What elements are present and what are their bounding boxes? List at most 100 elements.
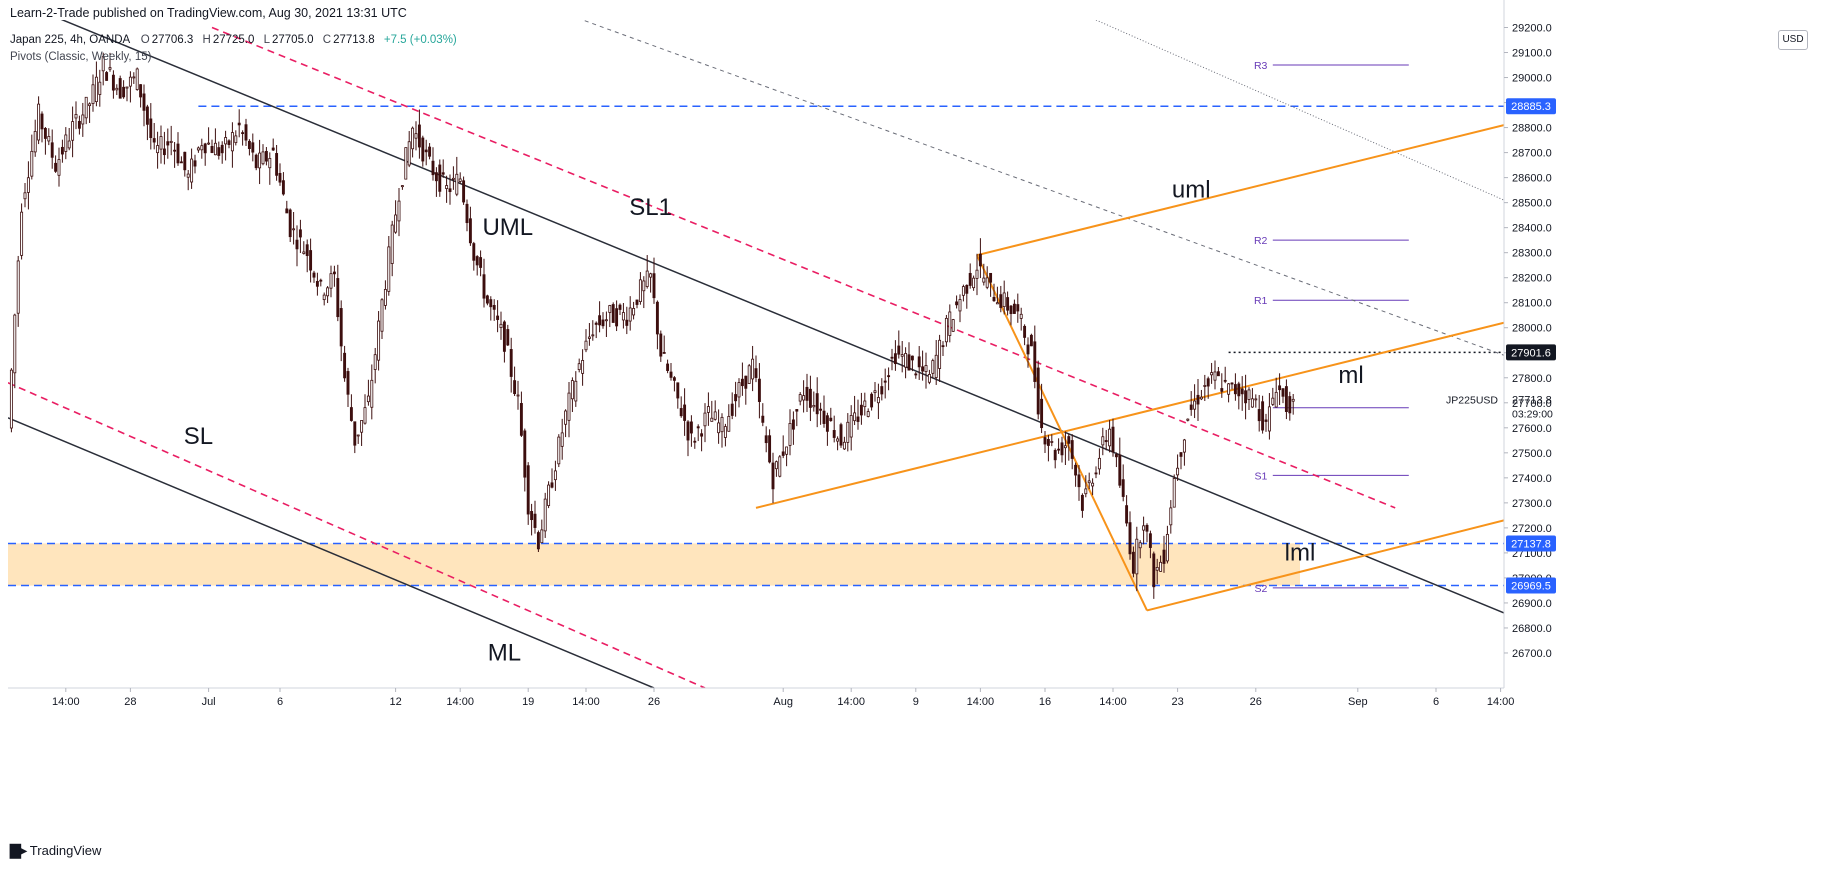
candle-body-down (744, 375, 748, 389)
candle-body-up (455, 173, 459, 195)
currency-button[interactable]: USD (1778, 30, 1808, 50)
price-tag-label: 28885.3 (1511, 101, 1551, 113)
candle (676, 382, 680, 409)
candle (1074, 462, 1078, 487)
candle-body-up (380, 299, 384, 332)
candle-body-up (1101, 436, 1105, 446)
candle-body-down (1261, 401, 1265, 431)
candle (71, 106, 75, 158)
candle-body-down (893, 353, 897, 365)
candle (417, 109, 421, 159)
candle (679, 396, 683, 418)
candle (295, 225, 299, 267)
candle-body-up (81, 114, 85, 125)
candle (152, 123, 156, 150)
candle-body-down (768, 435, 772, 463)
candle-body-up (584, 340, 588, 351)
y-tick-label: 27500.0 (1512, 448, 1552, 460)
candle (781, 435, 785, 459)
candle (890, 348, 894, 371)
candle (332, 265, 336, 287)
candle-body-up (587, 336, 591, 339)
indicator-legend[interactable]: Pivots (Classic, Weekly, 15) (10, 51, 152, 63)
candle (502, 320, 506, 363)
open-label: O (140, 34, 150, 46)
candle-body-up (577, 363, 581, 371)
candle (64, 127, 68, 160)
candle-body-down (941, 345, 945, 348)
x-tick-label: Aug (773, 696, 793, 708)
candle (808, 375, 812, 422)
candle-body-down (176, 143, 180, 164)
candle (1091, 478, 1095, 496)
candle (523, 428, 527, 492)
candle-body-down (1111, 426, 1115, 453)
candle (472, 241, 476, 271)
candle-body-down (822, 410, 826, 424)
candle-body-down (676, 382, 680, 399)
candle (1029, 333, 1033, 347)
symbol-name[interactable]: Japan 225, 4h, OANDA (10, 34, 130, 46)
candle-body-up (842, 441, 846, 450)
candle (1104, 429, 1108, 451)
candle (428, 143, 432, 160)
candle-body-up (445, 185, 449, 190)
candle (1176, 454, 1180, 481)
candle (768, 429, 772, 464)
candle (43, 127, 47, 155)
x-tick-label: 19 (522, 696, 534, 708)
candle-body-down (152, 138, 156, 143)
candle-body-down (251, 142, 255, 153)
candle (832, 415, 836, 443)
candle-body-down (421, 137, 425, 162)
candle (326, 286, 330, 304)
candle-body-up (1186, 418, 1190, 421)
candle-body-up (564, 410, 568, 425)
candle-body-down (465, 203, 469, 224)
candle-body-down (730, 403, 734, 416)
x-tick-label: 14:00 (1487, 696, 1515, 708)
candle (26, 161, 30, 210)
candle (1067, 433, 1071, 461)
candle (859, 392, 863, 425)
candle (176, 132, 180, 166)
candle (251, 133, 255, 162)
candle (557, 434, 561, 468)
candle (343, 345, 347, 382)
candle-body-down (611, 304, 615, 323)
candle-body-down (955, 301, 959, 306)
candle (1148, 530, 1152, 559)
candle-body-up (1199, 396, 1203, 400)
upper-median-dashed (581, 20, 1504, 356)
candle (173, 142, 177, 168)
candle-body-up (196, 147, 200, 151)
candle-body-up (207, 142, 211, 145)
candle-body-up (1063, 445, 1067, 449)
candle-body-down (417, 124, 421, 148)
candle (897, 330, 901, 359)
tradingview-logo[interactable]: ▇▸ TradingView (10, 842, 101, 859)
candle (438, 159, 442, 197)
candle (315, 272, 319, 296)
candle-body-up (261, 151, 265, 165)
candle (887, 367, 891, 391)
candle (298, 219, 302, 254)
candle-body-down (513, 380, 517, 395)
candle (764, 426, 768, 453)
candle (791, 411, 795, 445)
candle-body-down (1057, 448, 1061, 451)
candle (132, 72, 136, 84)
candle (1094, 466, 1098, 479)
candle (186, 169, 190, 191)
candle-body-up (863, 400, 867, 408)
candle (489, 296, 493, 321)
candle (210, 139, 214, 154)
candle (1131, 546, 1135, 578)
candle (207, 127, 211, 145)
candle-body-down (227, 140, 231, 145)
candle (689, 415, 693, 447)
candle-body-up (115, 87, 119, 91)
price-tag-label: 26969.5 (1511, 581, 1551, 593)
